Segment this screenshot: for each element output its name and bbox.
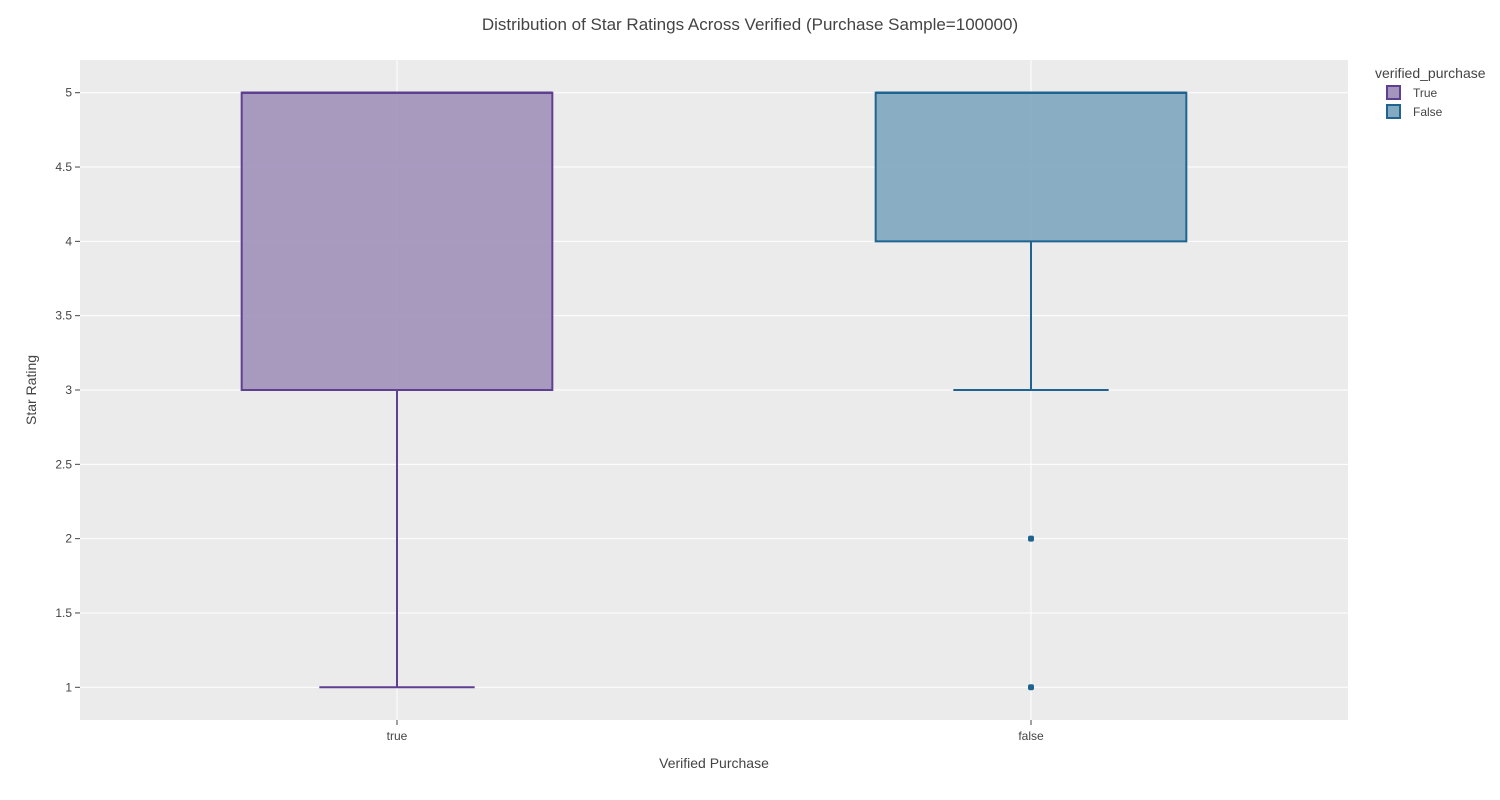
legend-title: verified_purchase xyxy=(1375,65,1486,81)
legend[interactable]: verified_purchase True False xyxy=(1375,65,1486,119)
x-axis: true false xyxy=(387,720,1044,743)
y-tick-label: 5 xyxy=(65,86,72,100)
y-tick-label: 1 xyxy=(65,680,72,694)
legend-label: True xyxy=(1413,86,1438,100)
legend-swatch xyxy=(1386,85,1401,100)
y-tick-label: 1.5 xyxy=(55,606,72,620)
y-tick-label: 2 xyxy=(65,532,72,546)
box-true[interactable] xyxy=(240,91,554,689)
legend-swatch xyxy=(1386,104,1401,119)
iqr-box xyxy=(240,91,554,392)
y-tick-label: 2.5 xyxy=(55,457,72,471)
box-series xyxy=(240,91,1188,691)
y-tick-label: 3 xyxy=(65,383,72,397)
y-tick-label: 3.5 xyxy=(55,309,72,323)
y-axis-title: Star Rating xyxy=(23,355,39,425)
y-axis: 1 1.5 2 2.5 3 3.5 4 4.5 5 xyxy=(55,86,80,694)
legend-item-true[interactable]: True xyxy=(1386,85,1438,100)
x-axis-title: Verified Purchase xyxy=(659,755,769,771)
iqr-box xyxy=(874,91,1188,243)
outlier-point xyxy=(1028,535,1034,542)
chart-title: Distribution of Star Ratings Across Veri… xyxy=(482,15,1018,34)
legend-item-false[interactable]: False xyxy=(1386,104,1443,119)
x-tick-label: false xyxy=(1018,729,1044,743)
y-tick-label: 4 xyxy=(65,234,72,248)
outlier-point xyxy=(1028,684,1034,691)
x-tick-label: true xyxy=(387,729,408,743)
y-tick-label: 4.5 xyxy=(55,160,72,174)
legend-label: False xyxy=(1413,105,1443,119)
box-false[interactable] xyxy=(874,91,1188,691)
